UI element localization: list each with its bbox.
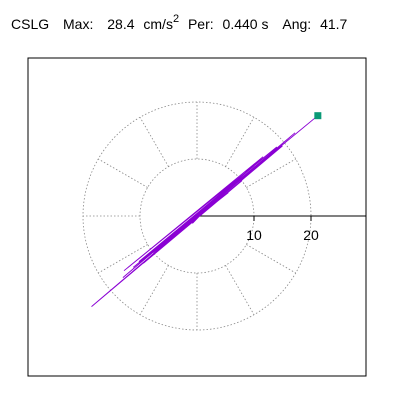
grid-spoke-150 xyxy=(98,158,148,188)
period-label: Per: xyxy=(187,16,214,32)
plot-frame xyxy=(27,57,367,377)
motion-trace-line xyxy=(91,115,319,307)
station-code: CSLG xyxy=(11,16,50,32)
grid-spoke-240 xyxy=(139,265,169,315)
max-unit-exponent: 2 xyxy=(172,13,180,25)
tick-label-20: 20 xyxy=(303,227,319,243)
grid-spoke-30 xyxy=(246,158,296,188)
period-value: 0.440 s xyxy=(222,16,269,32)
grid-spoke-330 xyxy=(246,244,296,274)
max-value: 28.4 xyxy=(107,16,135,32)
grid-spoke-210 xyxy=(98,244,148,274)
max-label: Max: xyxy=(63,16,94,32)
radial-ticks: 10 20 xyxy=(246,216,319,243)
angle-value: 41.7 xyxy=(320,16,348,32)
tick-label-10: 10 xyxy=(246,227,262,243)
end-point-marker xyxy=(314,112,322,120)
grid-spoke-120 xyxy=(139,117,169,167)
grid-spoke-60 xyxy=(225,117,255,167)
angle-label: Ang: xyxy=(282,16,312,32)
chart-title: CSLG Max: 28.4 cm/s2 Per: 0.440 s Ang: 4… xyxy=(11,11,347,37)
grid-spoke-300 xyxy=(225,265,255,315)
max-unit: cm/s xyxy=(143,16,173,32)
